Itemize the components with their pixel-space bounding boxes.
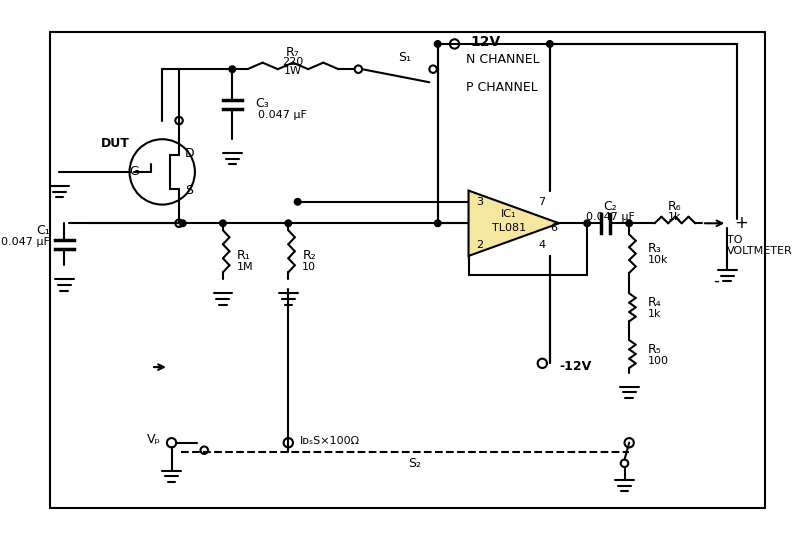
Text: S₂: S₂ bbox=[408, 457, 421, 470]
Circle shape bbox=[294, 198, 301, 205]
Circle shape bbox=[584, 220, 590, 226]
Text: 220: 220 bbox=[282, 57, 303, 67]
Text: R₆: R₆ bbox=[668, 200, 682, 213]
Text: C₂: C₂ bbox=[604, 200, 618, 213]
Text: 1k: 1k bbox=[648, 309, 662, 319]
Text: R₃: R₃ bbox=[648, 242, 662, 255]
Text: -12V: -12V bbox=[559, 360, 591, 372]
Text: Vₚ: Vₚ bbox=[146, 433, 160, 446]
Text: 3: 3 bbox=[476, 197, 483, 207]
Text: P CHANNEL: P CHANNEL bbox=[466, 81, 538, 94]
Circle shape bbox=[220, 220, 226, 226]
Text: 0.047 μF: 0.047 μF bbox=[258, 110, 307, 120]
Circle shape bbox=[434, 40, 441, 47]
Text: N CHANNEL: N CHANNEL bbox=[466, 53, 539, 66]
Text: 10: 10 bbox=[302, 262, 316, 272]
Text: 10k: 10k bbox=[648, 255, 668, 265]
Text: 12V: 12V bbox=[470, 35, 501, 49]
Text: DUT: DUT bbox=[101, 137, 130, 150]
Text: TL081: TL081 bbox=[492, 223, 526, 233]
Text: 4: 4 bbox=[538, 240, 546, 250]
Text: IC₁: IC₁ bbox=[501, 209, 517, 219]
Text: +: + bbox=[734, 215, 748, 232]
Text: 100: 100 bbox=[648, 356, 669, 365]
Text: -: - bbox=[713, 272, 719, 290]
Circle shape bbox=[229, 66, 235, 72]
Text: G: G bbox=[129, 165, 139, 178]
Text: R₂: R₂ bbox=[302, 250, 316, 262]
Text: D: D bbox=[185, 147, 194, 160]
Text: S: S bbox=[185, 184, 193, 197]
Polygon shape bbox=[469, 191, 559, 256]
Text: 1M: 1M bbox=[237, 262, 254, 272]
Text: R₇: R₇ bbox=[286, 46, 300, 59]
Circle shape bbox=[434, 220, 441, 226]
Text: R₄: R₄ bbox=[648, 296, 662, 309]
Text: 6: 6 bbox=[550, 223, 557, 233]
Text: R₁: R₁ bbox=[237, 250, 250, 262]
Text: IᴅₛS×100Ω: IᴅₛS×100Ω bbox=[299, 436, 360, 446]
Text: 2: 2 bbox=[476, 240, 483, 250]
Text: 1k: 1k bbox=[668, 212, 682, 222]
Circle shape bbox=[626, 220, 633, 226]
Text: 7: 7 bbox=[538, 197, 546, 207]
Text: VOLTMETER: VOLTMETER bbox=[727, 246, 793, 256]
Text: 1W: 1W bbox=[284, 66, 302, 76]
Circle shape bbox=[285, 220, 291, 226]
Text: 0.047 μF: 0.047 μF bbox=[586, 212, 635, 222]
Text: C₁: C₁ bbox=[37, 224, 50, 237]
Circle shape bbox=[179, 220, 186, 226]
Text: 0.047 μF: 0.047 μF bbox=[2, 237, 50, 247]
Text: C₃: C₃ bbox=[256, 97, 270, 110]
Text: TO: TO bbox=[727, 235, 742, 245]
Text: R₅: R₅ bbox=[648, 343, 662, 356]
Text: S₁: S₁ bbox=[398, 51, 411, 64]
Circle shape bbox=[546, 40, 553, 47]
